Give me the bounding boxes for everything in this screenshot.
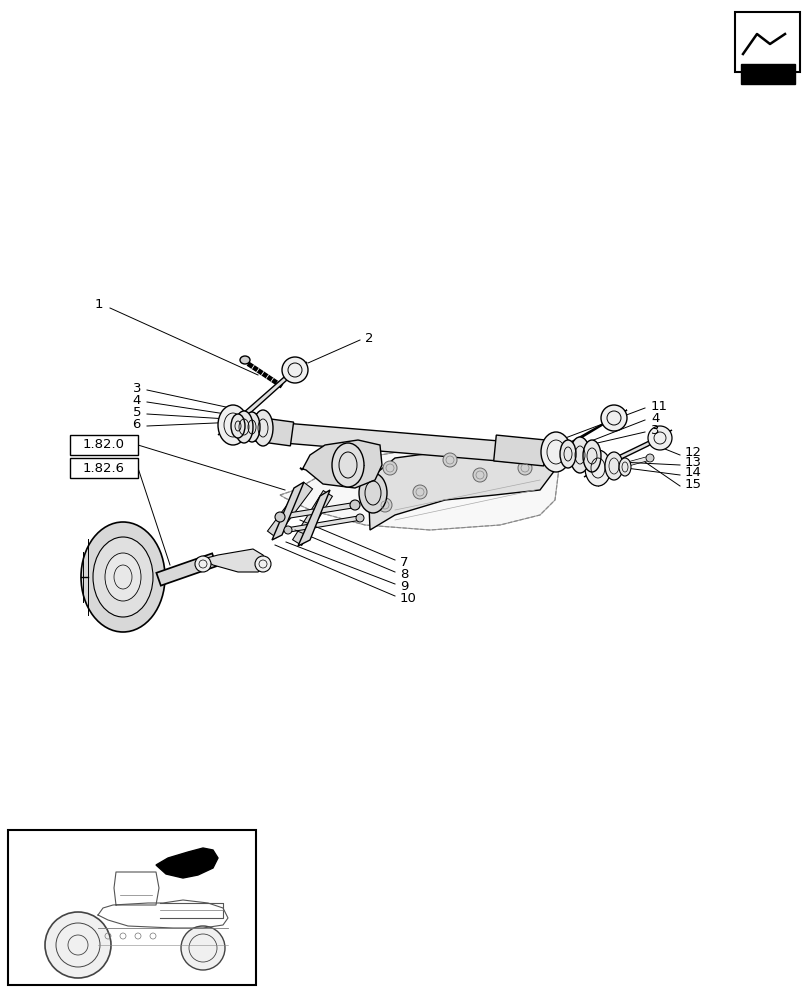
- Text: 1.82.0: 1.82.0: [83, 438, 125, 452]
- Circle shape: [647, 426, 672, 450]
- Ellipse shape: [358, 473, 387, 513]
- Text: 6: 6: [132, 418, 141, 430]
- Polygon shape: [272, 482, 303, 540]
- Polygon shape: [246, 416, 294, 446]
- Circle shape: [355, 514, 363, 522]
- Text: 10: 10: [400, 591, 416, 604]
- Text: 4: 4: [650, 412, 659, 424]
- Ellipse shape: [332, 443, 363, 487]
- Circle shape: [255, 556, 271, 572]
- Text: 1.82.6: 1.82.6: [83, 462, 125, 475]
- Ellipse shape: [230, 414, 245, 438]
- Ellipse shape: [234, 411, 253, 443]
- Bar: [8, 830, 255, 985]
- Polygon shape: [740, 64, 794, 84]
- Polygon shape: [367, 450, 554, 530]
- Text: 15: 15: [684, 478, 702, 490]
- Text: 2: 2: [365, 332, 373, 344]
- Polygon shape: [217, 362, 307, 435]
- Circle shape: [195, 556, 211, 572]
- Ellipse shape: [217, 405, 247, 445]
- Ellipse shape: [604, 452, 622, 480]
- Polygon shape: [540, 410, 626, 462]
- Circle shape: [281, 357, 307, 383]
- Ellipse shape: [81, 522, 165, 632]
- Bar: [734, 12, 799, 72]
- Bar: [70, 458, 138, 478]
- Ellipse shape: [618, 458, 630, 476]
- Text: 8: 8: [400, 568, 408, 580]
- Bar: [70, 435, 138, 455]
- Text: 12: 12: [684, 446, 702, 460]
- Polygon shape: [298, 490, 329, 546]
- Ellipse shape: [93, 537, 152, 617]
- Ellipse shape: [253, 410, 272, 446]
- Ellipse shape: [584, 450, 610, 486]
- Ellipse shape: [582, 440, 600, 472]
- Circle shape: [350, 500, 359, 510]
- Text: 14: 14: [684, 466, 701, 480]
- Ellipse shape: [540, 432, 570, 472]
- Circle shape: [413, 485, 427, 499]
- Circle shape: [284, 526, 292, 534]
- Polygon shape: [583, 430, 672, 477]
- Text: 13: 13: [684, 456, 702, 470]
- Circle shape: [275, 512, 285, 522]
- Circle shape: [443, 453, 457, 467]
- Text: 1: 1: [94, 298, 103, 312]
- Text: 3: 3: [132, 381, 141, 394]
- Polygon shape: [156, 848, 217, 878]
- Polygon shape: [203, 549, 268, 572]
- Ellipse shape: [240, 356, 250, 364]
- Ellipse shape: [569, 437, 590, 473]
- Text: 11: 11: [650, 399, 667, 412]
- Polygon shape: [493, 435, 546, 466]
- Circle shape: [45, 912, 111, 978]
- Ellipse shape: [560, 440, 575, 468]
- Text: 9: 9: [400, 580, 408, 592]
- Polygon shape: [247, 420, 547, 465]
- Circle shape: [600, 405, 626, 431]
- Polygon shape: [280, 445, 560, 530]
- Ellipse shape: [105, 553, 141, 601]
- Circle shape: [383, 461, 397, 475]
- Circle shape: [646, 454, 653, 462]
- Circle shape: [517, 461, 531, 475]
- Text: 3: 3: [650, 424, 659, 436]
- Text: 7: 7: [400, 556, 408, 568]
- Circle shape: [378, 498, 392, 512]
- Text: 4: 4: [132, 393, 141, 406]
- Polygon shape: [299, 440, 381, 488]
- Circle shape: [181, 926, 225, 970]
- Circle shape: [473, 468, 487, 482]
- Text: 5: 5: [132, 406, 141, 418]
- Ellipse shape: [243, 412, 260, 442]
